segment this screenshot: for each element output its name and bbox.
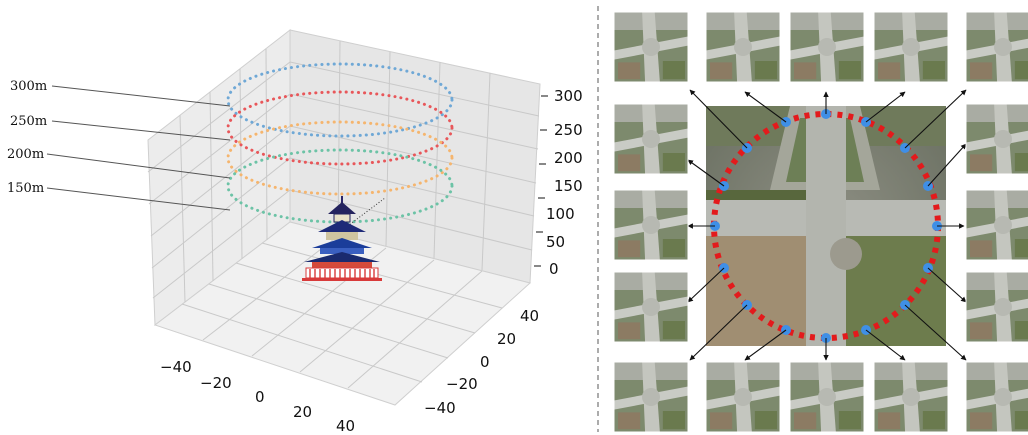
z-tick-label: 300 <box>554 87 583 105</box>
oblique-view-thumbnail <box>873 11 949 83</box>
y-tick-label: 0 <box>480 353 490 371</box>
z-tick-label: 50 <box>546 233 565 251</box>
oblique-view-thumbnail <box>965 189 1028 261</box>
oblique-view-thumbnail <box>873 361 949 433</box>
ring-200m <box>226 120 454 196</box>
altitude-label-150m: 150m <box>7 181 44 196</box>
x-tick-label: −20 <box>200 374 232 392</box>
ring-250m <box>226 90 454 166</box>
right-panel <box>613 11 1028 433</box>
x-tick-label: −40 <box>160 358 192 376</box>
floor-pane <box>153 221 532 406</box>
ring-150m <box>226 148 454 224</box>
oblique-view-thumbnail <box>705 361 781 433</box>
oblique-view-thumbnail <box>965 361 1028 433</box>
x-tick-label: 40 <box>336 417 355 435</box>
oblique-view-thumbnail <box>613 11 689 83</box>
y-tick-label: −40 <box>424 399 456 417</box>
oblique-view-thumbnail <box>965 271 1028 343</box>
x-tick-label: 20 <box>293 403 312 421</box>
oblique-view-thumbnail <box>613 103 689 175</box>
oblique-view-thumbnail <box>789 361 865 433</box>
altitude-labels: 300m 250m 200m 150m <box>7 79 231 211</box>
view-arrows <box>687 89 967 361</box>
z-axis: 300 250 200 150 100 50 0 <box>534 87 583 278</box>
y-tick-label: 40 <box>520 307 539 325</box>
z-tick-label: 200 <box>554 149 583 167</box>
altitude-label-200m: 200m <box>7 147 44 162</box>
oblique-view-thumbnails <box>613 11 1028 433</box>
oblique-view-thumbnail <box>613 271 689 343</box>
altitude-label-300m: 300m <box>10 79 47 94</box>
grid-lines <box>147 40 540 389</box>
z-tick-label: 100 <box>546 205 575 223</box>
ring-300m <box>226 62 454 138</box>
oblique-view-thumbnail <box>789 11 865 83</box>
oblique-view-thumbnail <box>965 11 1028 83</box>
x-axis: −40 −20 0 20 40 <box>160 358 355 435</box>
temple-of-heaven-icon <box>302 196 382 281</box>
radius-indicator <box>344 197 386 229</box>
z-tick-label: 250 <box>554 121 583 139</box>
oblique-view-thumbnail <box>965 103 1028 175</box>
axes-3d: 300m 250m 200m 150m 300 250 200 150 100 … <box>7 28 583 435</box>
z-tick-label: 0 <box>549 260 559 278</box>
z-tick-label: 150 <box>554 177 583 195</box>
y-axis: 40 20 0 −20 −40 <box>424 307 539 417</box>
oblique-view-thumbnail <box>613 361 689 433</box>
oblique-view-thumbnail <box>613 189 689 261</box>
altitude-label-250m: 250m <box>10 114 47 129</box>
y-tick-label: 20 <box>497 330 516 348</box>
oblique-view-thumbnail <box>705 11 781 83</box>
x-tick-label: 0 <box>255 388 265 406</box>
y-tick-label: −20 <box>446 375 478 393</box>
